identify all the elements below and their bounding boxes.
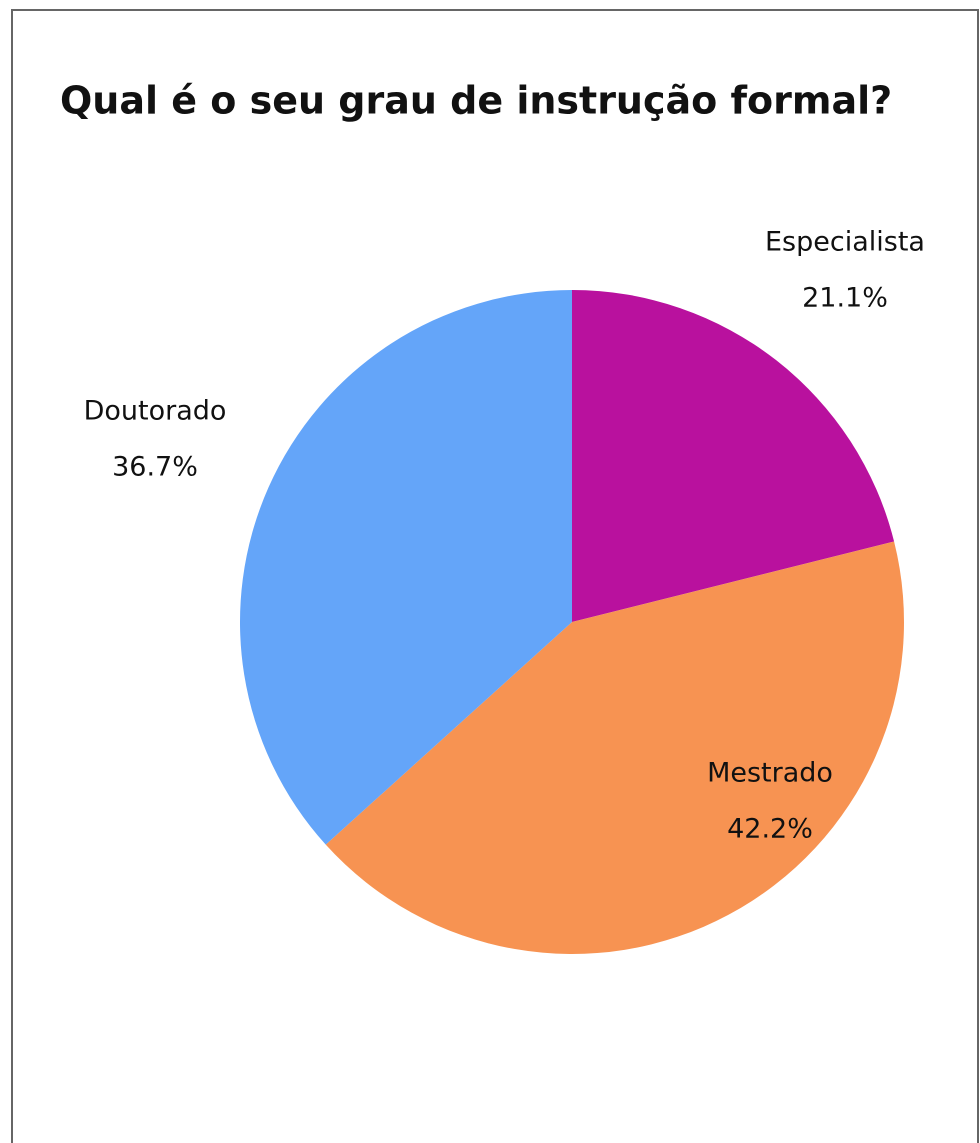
slice-label: Especialista: [765, 227, 925, 258]
chart-title: Qual é o seu grau de instrução formal?: [60, 79, 892, 123]
slice-value-label: 36.7%: [112, 452, 198, 483]
pie-slice: [239, 290, 572, 845]
slice-label: Doutorado: [84, 396, 227, 427]
slice-label: Mestrado: [707, 758, 833, 789]
slice-value-label: 21.1%: [802, 283, 888, 314]
slice-value-label: 42.2%: [727, 814, 813, 845]
pie-slice: [325, 541, 905, 954]
pie-slice: [572, 290, 895, 622]
